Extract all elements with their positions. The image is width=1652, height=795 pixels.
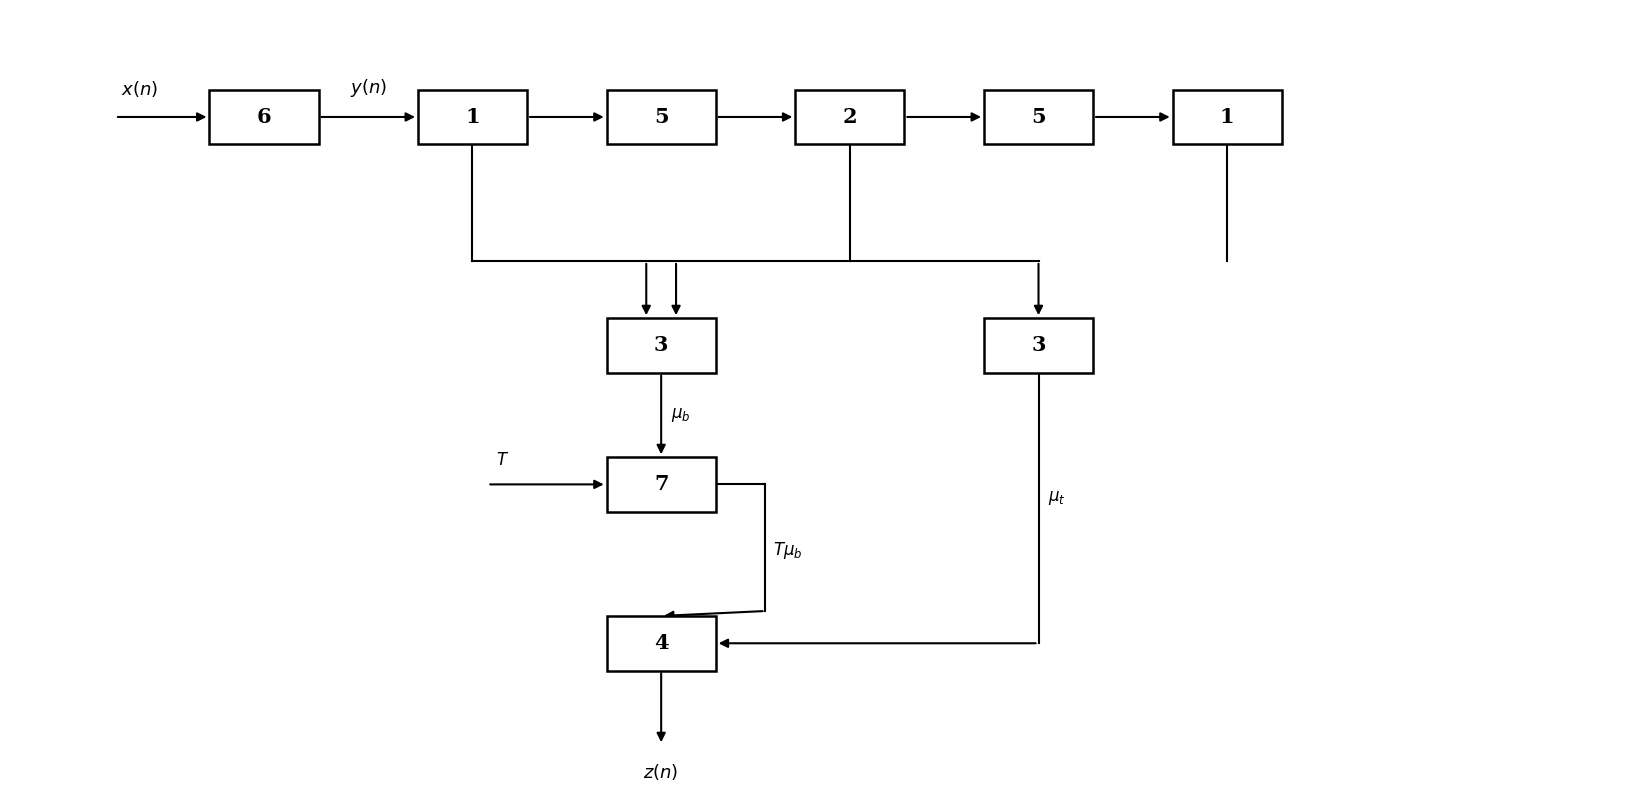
Text: 2: 2	[843, 107, 857, 127]
Bar	[418, 90, 527, 144]
Text: 4: 4	[654, 634, 669, 653]
Text: 6: 6	[256, 107, 271, 127]
Text: $z(n)$: $z(n)$	[644, 762, 679, 782]
Text: 1: 1	[1219, 107, 1234, 127]
Text: $T\mu_b$: $T\mu_b$	[773, 540, 803, 560]
Text: 5: 5	[654, 107, 669, 127]
Text: 3: 3	[654, 335, 669, 355]
Text: $x(n)$: $x(n)$	[121, 79, 159, 99]
Text: $T$: $T$	[496, 452, 509, 470]
Text: $\mu_t$: $\mu_t$	[1049, 489, 1066, 507]
Bar	[210, 90, 319, 144]
Bar	[795, 90, 904, 144]
Bar	[985, 90, 1094, 144]
Bar	[606, 616, 715, 670]
Text: $y(n)$: $y(n)$	[350, 77, 387, 99]
Bar	[1173, 90, 1282, 144]
Text: 3: 3	[1031, 335, 1046, 355]
Bar	[606, 90, 715, 144]
Text: $\mu_b$: $\mu_b$	[671, 406, 691, 424]
Text: 7: 7	[654, 475, 669, 494]
Bar	[606, 318, 715, 373]
Bar	[606, 457, 715, 512]
Text: 1: 1	[466, 107, 479, 127]
Bar	[985, 318, 1094, 373]
Text: 5: 5	[1031, 107, 1046, 127]
